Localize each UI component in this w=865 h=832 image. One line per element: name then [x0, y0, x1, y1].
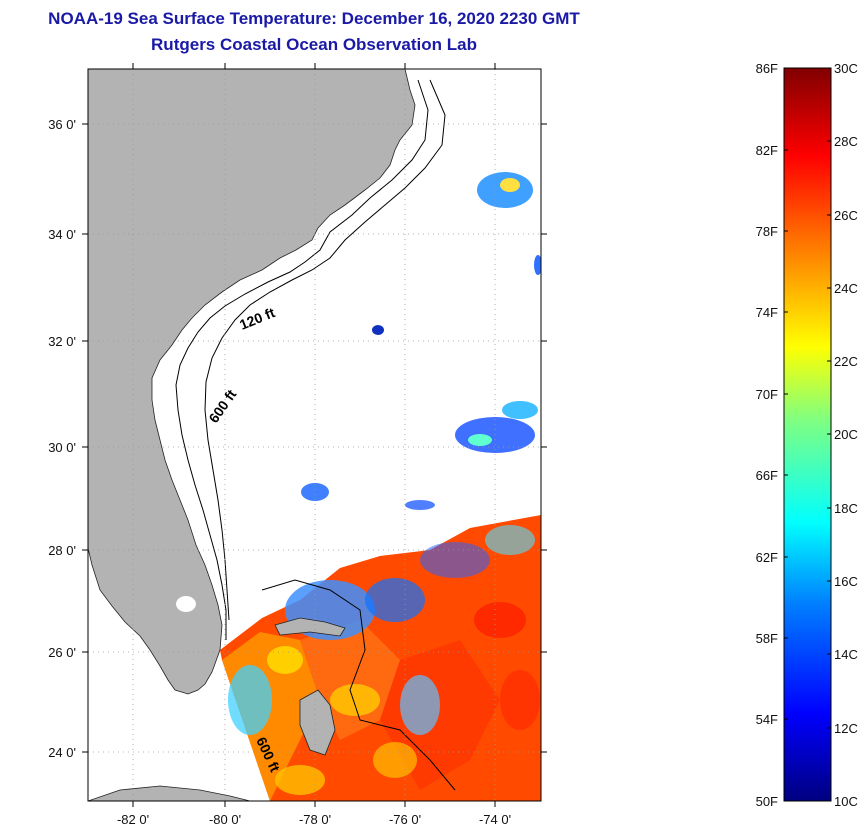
colorbar-f-label: 62F	[756, 550, 778, 565]
colorbar	[783, 67, 832, 802]
colorbar-f-label: 66F	[756, 468, 778, 483]
colorbar-ticks	[784, 67, 831, 802]
colorbar-f-label: 78F	[756, 224, 778, 239]
colorbar-c-label: 24C	[834, 281, 858, 296]
lat-label: 32 0'	[48, 334, 76, 349]
lon-label: -80 0'	[209, 812, 241, 827]
lon-label: -76 0'	[389, 812, 421, 827]
colorbar-f-label: 50F	[756, 794, 778, 809]
colorbar-c-label: 16C	[834, 574, 858, 589]
land-bahamas-grand	[274, 617, 346, 637]
colorbar-c-label: 14C	[834, 647, 858, 662]
lat-label: 30 0'	[48, 440, 76, 455]
lon-label: -82 0'	[117, 812, 149, 827]
lat-label: 36 0'	[48, 117, 76, 132]
colorbar-c-label: 26C	[834, 208, 858, 223]
colorbar-c-label: 28C	[834, 134, 858, 149]
colorbar-f-label: 82F	[756, 143, 778, 158]
colorbar-f-label: 70F	[756, 387, 778, 402]
colorbar-f-label: 58F	[756, 631, 778, 646]
isobath-600ft	[204, 79, 446, 621]
colorbar-c-label: 30C	[834, 61, 858, 76]
isobath-600ft-bahamas	[261, 579, 456, 791]
lon-label: -78 0'	[299, 812, 331, 827]
colorbar-f-label: 54F	[756, 712, 778, 727]
sst-swath	[220, 515, 541, 801]
lon-label: -74 0'	[479, 812, 511, 827]
colorbar-f-label: 74F	[756, 305, 778, 320]
lat-label: 24 0'	[48, 745, 76, 760]
colorbar-f-label: 86F	[756, 61, 778, 76]
colorbar-c-label: 10C	[834, 794, 858, 809]
colorbar-c-label: 20C	[834, 427, 858, 442]
lat-label: 26 0'	[48, 645, 76, 660]
land-bahamas-andros	[299, 689, 336, 756]
map-ticks	[82, 63, 547, 807]
lat-label: 28 0'	[48, 543, 76, 558]
land-us-southeast	[88, 69, 416, 695]
map-subtitle: Rutgers Coastal Ocean Observation Lab	[151, 35, 477, 54]
colorbar-c-label: 18C	[834, 501, 858, 516]
map-title: NOAA-19 Sea Surface Temperature: Decembe…	[48, 9, 580, 28]
lat-label: 34 0'	[48, 227, 76, 242]
sst-patches	[301, 172, 541, 510]
map-grid	[88, 69, 541, 801]
isobath-120ft	[175, 79, 429, 640]
land-cuba	[88, 785, 251, 801]
lake-okeechobee	[176, 596, 196, 612]
colorbar-c-label: 12C	[834, 721, 858, 736]
colorbar-c-label: 22C	[834, 354, 858, 369]
